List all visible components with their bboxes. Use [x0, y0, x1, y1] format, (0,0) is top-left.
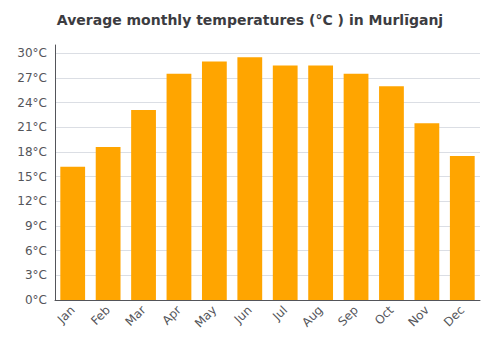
svg-text:Sep: Sep: [335, 303, 361, 329]
svg-text:Aug: Aug: [299, 303, 325, 329]
svg-text:Average monthly temperatures (: Average monthly temperatures (°C ) in Mu…: [57, 12, 443, 28]
svg-text:24°C: 24°C: [17, 96, 47, 110]
svg-text:Dec: Dec: [441, 303, 467, 329]
svg-text:May: May: [192, 303, 219, 330]
svg-text:18°C: 18°C: [17, 145, 47, 159]
svg-text:9°C: 9°C: [25, 219, 47, 233]
svg-text:0°C: 0°C: [25, 293, 47, 307]
svg-text:30°C: 30°C: [17, 46, 47, 60]
svg-text:Mar: Mar: [123, 303, 149, 329]
svg-text:Nov: Nov: [405, 303, 431, 329]
svg-text:6°C: 6°C: [25, 244, 47, 258]
svg-text:Oct: Oct: [372, 303, 397, 328]
svg-text:27°C: 27°C: [17, 71, 47, 85]
svg-text:21°C: 21°C: [17, 120, 47, 134]
svg-text:15°C: 15°C: [17, 170, 47, 184]
svg-text:3°C: 3°C: [25, 268, 47, 282]
svg-text:Jul: Jul: [269, 303, 290, 324]
svg-text:Feb: Feb: [88, 303, 113, 328]
svg-text:12°C: 12°C: [17, 194, 47, 208]
svg-text:Jun: Jun: [231, 303, 255, 327]
svg-text:Jan: Jan: [54, 303, 78, 327]
svg-text:Apr: Apr: [159, 303, 184, 328]
